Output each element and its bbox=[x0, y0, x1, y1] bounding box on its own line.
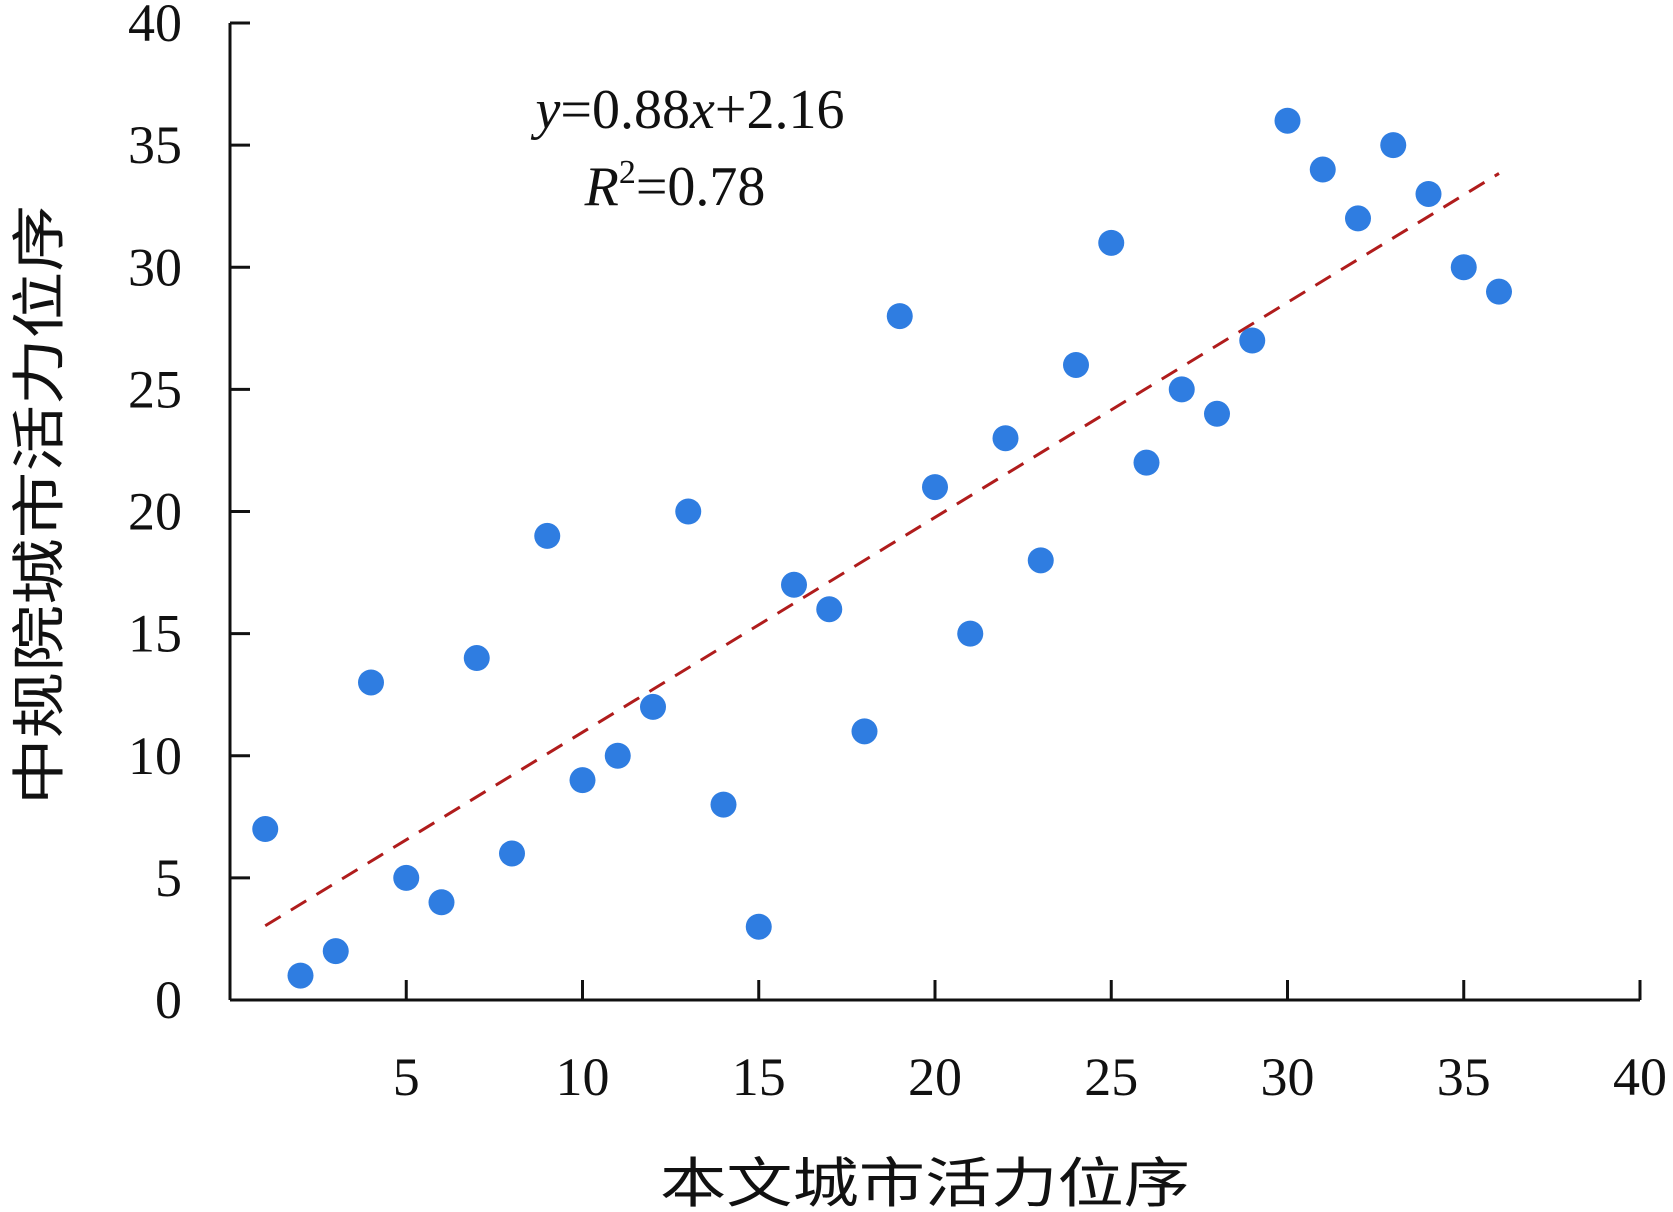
y-tick-label: 35 bbox=[128, 115, 182, 175]
y-tick-label: 0 bbox=[155, 970, 182, 1030]
data-point bbox=[428, 889, 455, 916]
y-tick-label: 15 bbox=[128, 604, 182, 664]
y-tick-label: 5 bbox=[155, 848, 182, 908]
data-point bbox=[745, 913, 772, 940]
data-point bbox=[1450, 254, 1477, 281]
y-tick-label: 40 bbox=[128, 0, 182, 53]
data-point bbox=[675, 498, 702, 525]
data-point bbox=[922, 474, 948, 501]
data-point bbox=[640, 693, 666, 720]
data-point bbox=[1063, 351, 1089, 378]
data-point bbox=[1098, 229, 1125, 256]
data-point bbox=[1380, 132, 1407, 159]
x-tick-label: 10 bbox=[556, 1047, 610, 1107]
x-tick-label: 5 bbox=[393, 1047, 420, 1107]
r-squared-label: R2=0.78 bbox=[584, 154, 766, 218]
data-point bbox=[534, 522, 561, 549]
x-tick-label: 20 bbox=[908, 1047, 962, 1107]
y-tick-label: 20 bbox=[128, 482, 182, 542]
data-point bbox=[816, 596, 843, 623]
data-points bbox=[252, 107, 1512, 989]
data-point bbox=[710, 791, 737, 818]
x-tick-label: 40 bbox=[1613, 1047, 1667, 1107]
data-point bbox=[1133, 449, 1160, 476]
regression-equation: y=0.88x+2.16 bbox=[531, 79, 845, 141]
trendline bbox=[264, 172, 1500, 928]
data-point bbox=[604, 742, 631, 769]
data-point bbox=[886, 303, 913, 330]
y-tick-label: 30 bbox=[128, 237, 182, 297]
y-axis-ticks: 0 5 10 15 20 25 30 35 40 bbox=[128, 0, 250, 1030]
data-point bbox=[1486, 278, 1512, 305]
axes bbox=[228, 23, 1640, 1002]
data-point bbox=[1239, 327, 1266, 354]
data-point bbox=[992, 425, 1019, 452]
data-point bbox=[1415, 180, 1442, 207]
data-point bbox=[851, 718, 878, 745]
data-point bbox=[569, 767, 596, 794]
data-point bbox=[499, 840, 525, 867]
x-tick-label: 15 bbox=[732, 1047, 786, 1107]
data-point bbox=[1027, 547, 1054, 574]
x-tick-label: 35 bbox=[1437, 1047, 1491, 1107]
y-tick-label: 10 bbox=[128, 726, 182, 786]
data-point bbox=[957, 620, 984, 647]
y-tick-label: 25 bbox=[128, 359, 182, 419]
x-axis-label: 本文城市活力位序 bbox=[660, 1152, 1190, 1212]
data-point bbox=[1204, 400, 1230, 427]
x-tick-label: 25 bbox=[1084, 1047, 1138, 1107]
data-point bbox=[287, 962, 314, 989]
data-point bbox=[1345, 205, 1371, 232]
data-point bbox=[1274, 107, 1301, 134]
data-point bbox=[322, 938, 349, 965]
data-point bbox=[252, 816, 279, 843]
data-point bbox=[358, 669, 384, 696]
data-point bbox=[1168, 376, 1195, 403]
data-point bbox=[463, 645, 490, 672]
x-tick-label: 30 bbox=[1261, 1047, 1315, 1107]
data-point bbox=[393, 864, 420, 891]
trendline-dashed bbox=[264, 172, 1500, 928]
data-point bbox=[1309, 156, 1336, 183]
data-point bbox=[781, 571, 807, 598]
y-axis-label: 中规院城市活力位序 bbox=[8, 205, 71, 805]
x-axis-ticks: 5 10 15 20 25 30 35 40 bbox=[393, 980, 1667, 1107]
